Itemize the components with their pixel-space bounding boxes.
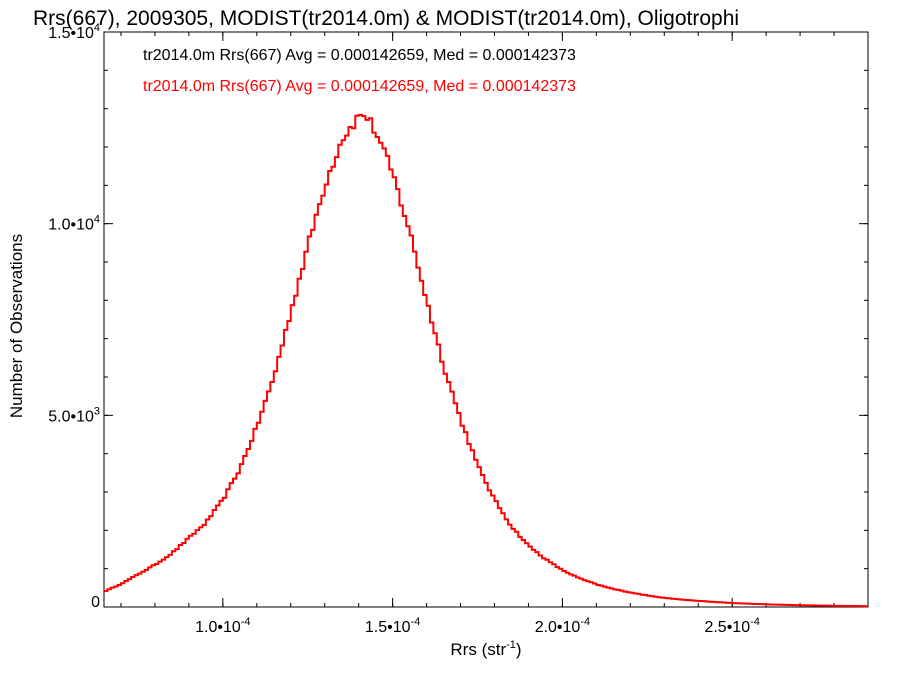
y-axis: 0 5.0•103 1.0•104 1.5•104 — [48, 22, 868, 611]
y-axis-title: Number of Observations — [7, 234, 26, 418]
plot-border — [103, 31, 869, 608]
legend-entry-2: tr2014.0m Rrs(667) Avg = 0.000142659, Me… — [143, 78, 576, 95]
y-tick-label: 0 — [91, 594, 100, 611]
x-tick-label: 1.0•10-4 — [195, 616, 250, 636]
x-tick-label: 2.0•10-4 — [535, 616, 590, 636]
y-tick-label: 1.5•104 — [48, 22, 100, 42]
x-axis-title: Rrs (str-1) — [450, 639, 521, 659]
x-tick-label: 2.5•10-4 — [704, 616, 759, 636]
y-tick-label: 1.0•104 — [48, 214, 100, 234]
chart-title: Rrs(667), 2009305, MODIST(tr2014.0m) & M… — [33, 7, 739, 30]
plot-frame — [103, 31, 869, 608]
x-axis: 1.0•10-4 1.5•10-4 2.0•10-4 2.5•10-4 — [120, 32, 869, 636]
series-layer — [104, 113, 868, 608]
legend-entry-1: tr2014.0m Rrs(667) Avg = 0.000142659, Me… — [143, 47, 576, 64]
x-tick-label: 1.5•10-4 — [365, 616, 420, 636]
y-tick-label: 5.0•103 — [48, 405, 100, 425]
histogram-series-line — [104, 113, 868, 608]
